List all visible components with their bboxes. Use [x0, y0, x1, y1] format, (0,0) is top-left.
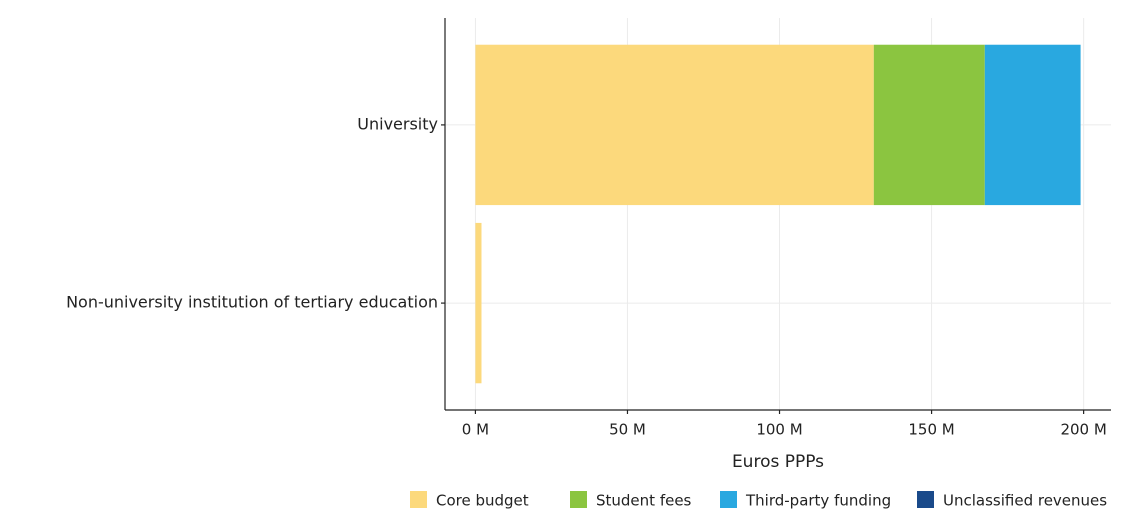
x-axis-label: Euros PPPs	[732, 452, 824, 472]
legend-label: Unclassified revenues	[943, 492, 1107, 510]
legend-swatch	[720, 491, 737, 508]
bar-segment	[984, 44, 1081, 206]
legend-swatch	[410, 491, 427, 508]
legend-label: Third-party funding	[745, 492, 891, 510]
legend-swatch	[917, 491, 934, 508]
legend-swatch	[570, 491, 587, 508]
bar-segment	[475, 44, 874, 206]
bar-segment	[475, 222, 482, 384]
y-tick-label: Non-university institution of tertiary e…	[66, 293, 438, 312]
x-tick-label: 100 M	[756, 421, 802, 439]
legend-label: Student fees	[596, 492, 692, 510]
legend-label: Core budget	[436, 492, 529, 510]
x-tick-label: 200 M	[1060, 421, 1106, 439]
x-tick-label: 150 M	[908, 421, 954, 439]
y-tick-label: University	[357, 114, 438, 133]
x-tick-label: 0 M	[462, 421, 489, 439]
bar-segment	[873, 44, 985, 206]
x-tick-label: 50 M	[609, 421, 646, 439]
